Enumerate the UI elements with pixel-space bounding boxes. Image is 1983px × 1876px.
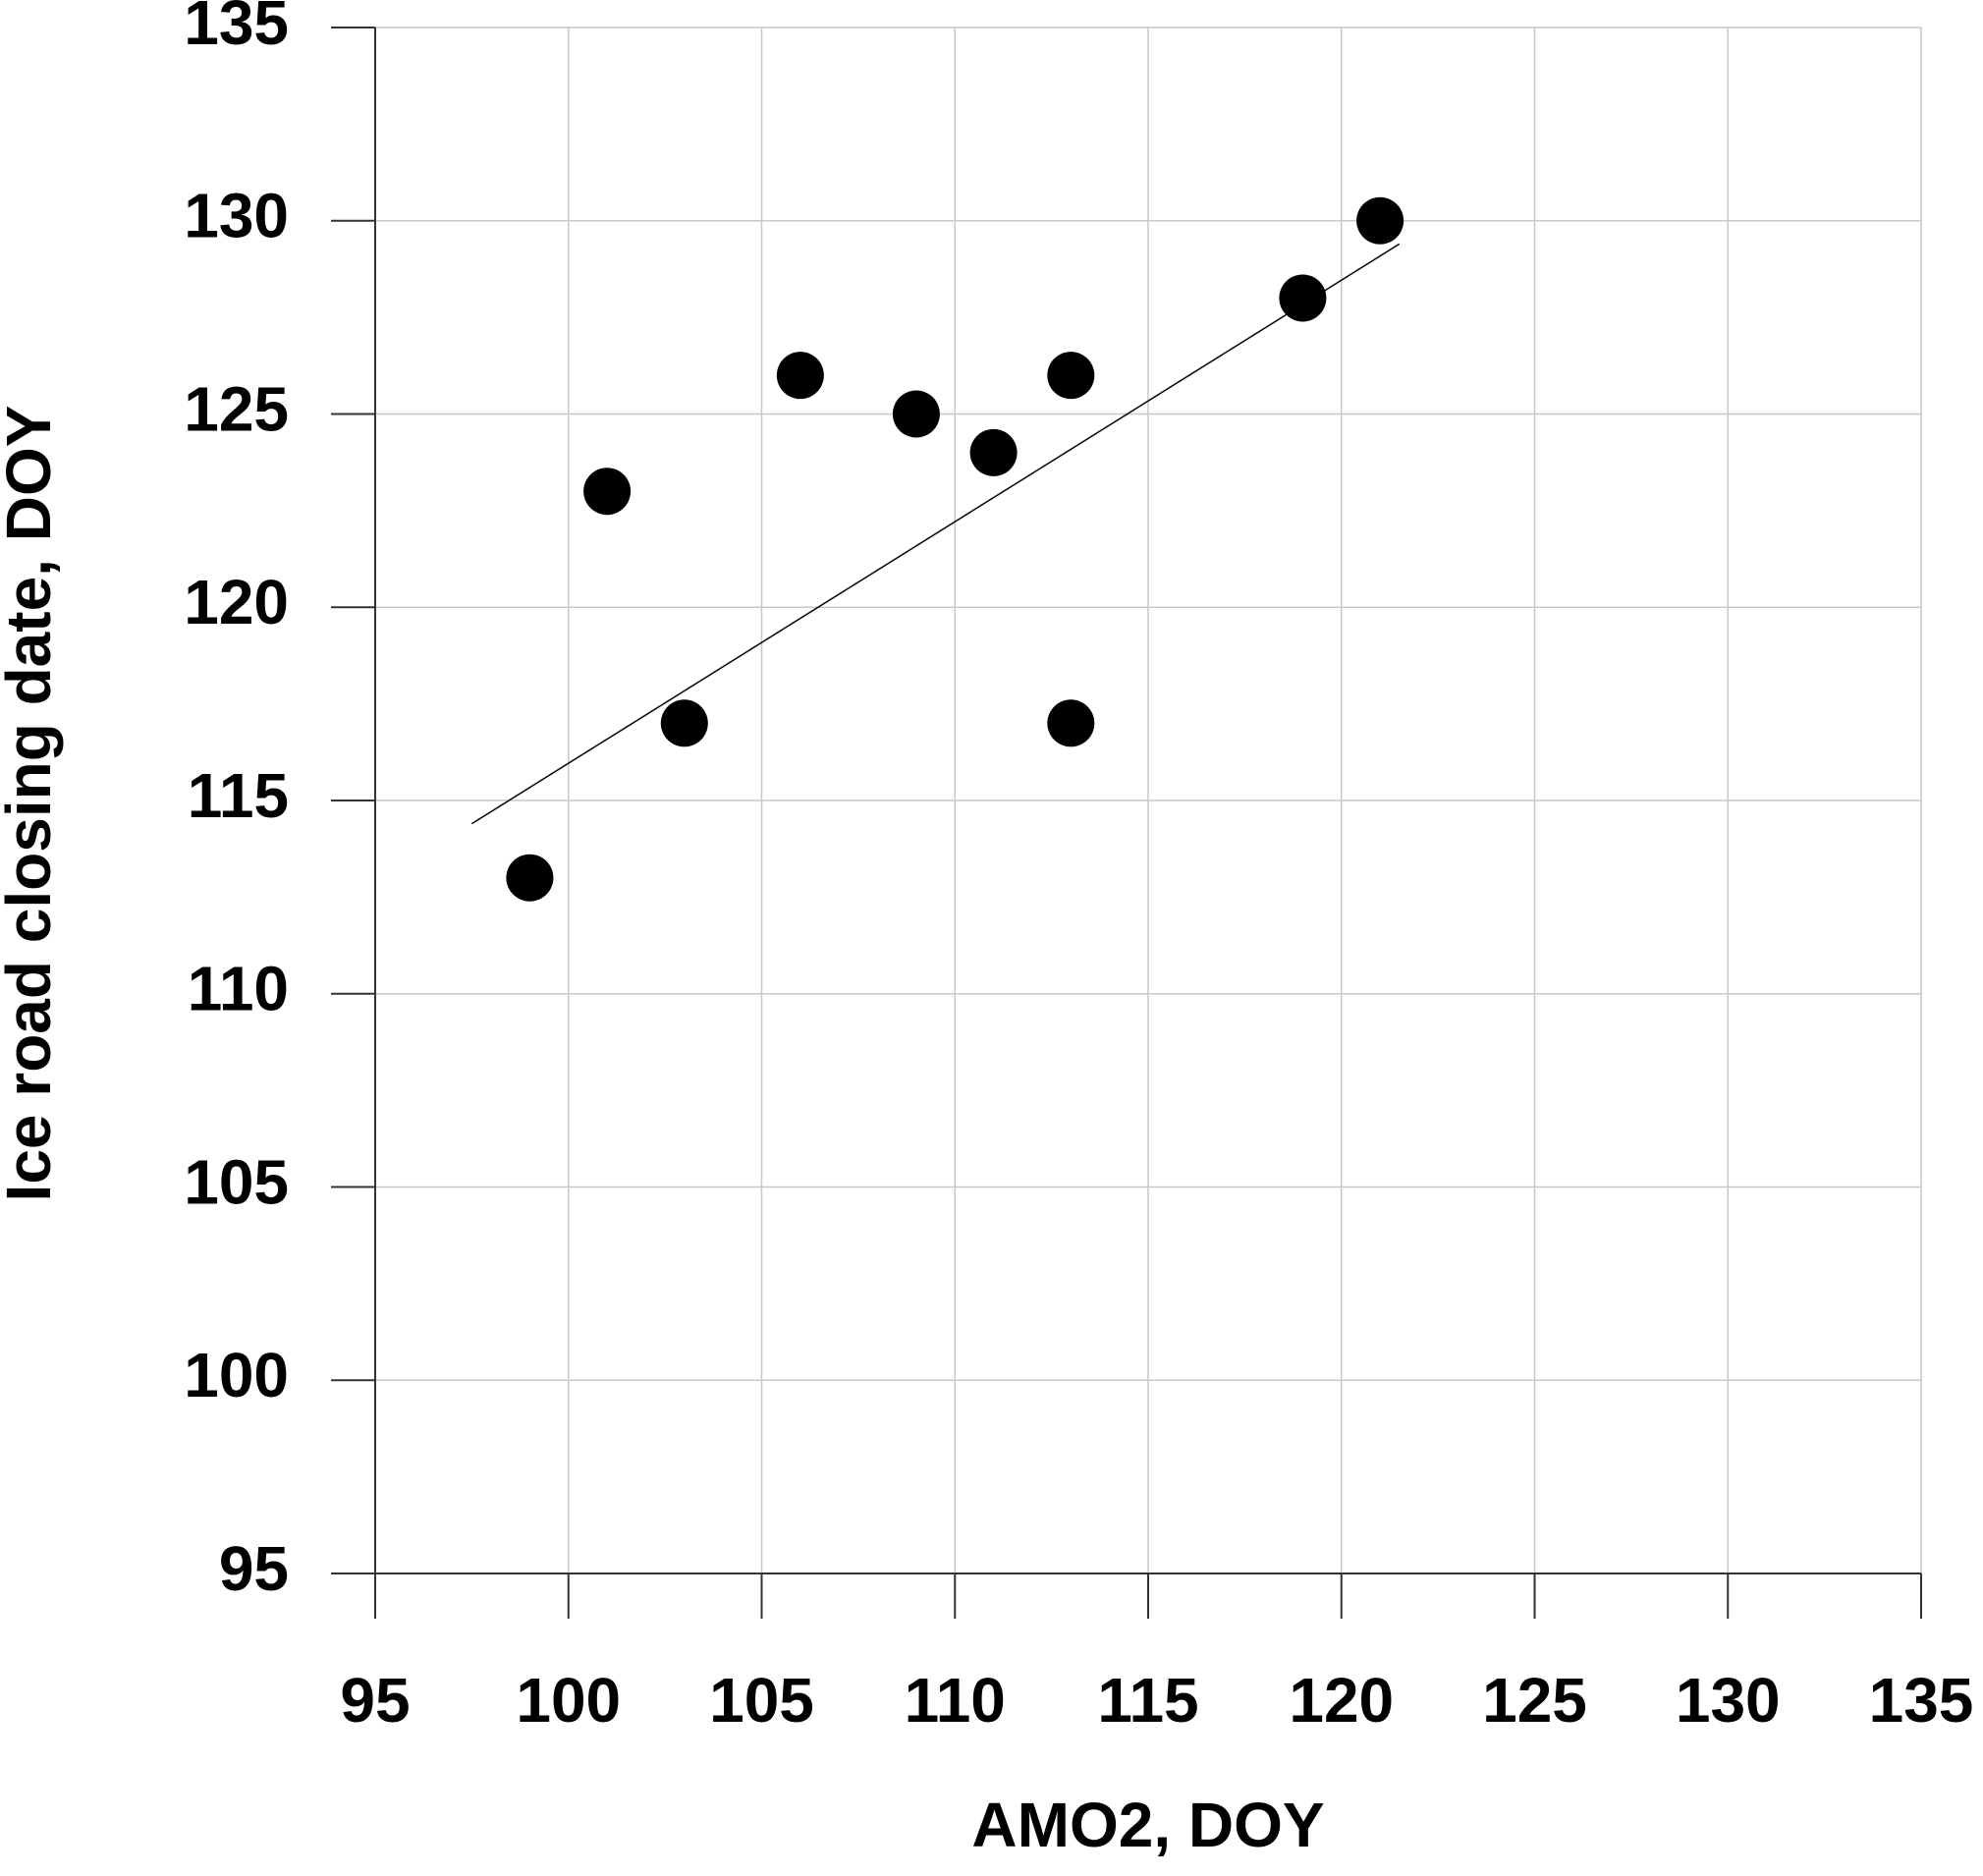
y-tick-label: 130 [184,181,289,251]
trend-line [470,243,1401,825]
y-tick-label: 115 [188,760,289,831]
x-tick-label: 130 [1676,1665,1781,1736]
x-axis-title: AMO2, DOY [971,1790,1324,1860]
x-tick-label: 105 [709,1665,814,1736]
y-axis-title: Ice road closing date, DOY [0,406,64,1202]
y-tick-label: 100 [184,1340,289,1410]
x-tick-label: 125 [1482,1665,1587,1736]
y-tick-label: 110 [188,954,289,1024]
data-point [506,854,554,902]
y-tick-label: 95 [219,1533,289,1604]
data-point [969,428,1018,476]
data-point [660,699,708,747]
data-point [583,468,632,516]
data-point [1279,274,1327,322]
y-tick-label: 105 [184,1146,289,1217]
x-tick-label: 95 [340,1665,410,1736]
x-tick-label: 120 [1289,1665,1394,1736]
y-tick-label: 125 [184,373,289,444]
data-point [1047,699,1095,747]
data-point [1356,196,1405,245]
y-tick-label: 120 [184,567,289,637]
x-tick-label: 115 [1097,1665,1198,1736]
data-point [776,352,824,400]
x-tick-label: 100 [516,1665,621,1736]
y-tick-label: 135 [184,0,289,58]
data-point [1047,352,1095,400]
x-tick-label: 110 [905,1665,1006,1736]
data-point [892,390,940,438]
x-tick-label: 135 [1869,1665,1974,1736]
